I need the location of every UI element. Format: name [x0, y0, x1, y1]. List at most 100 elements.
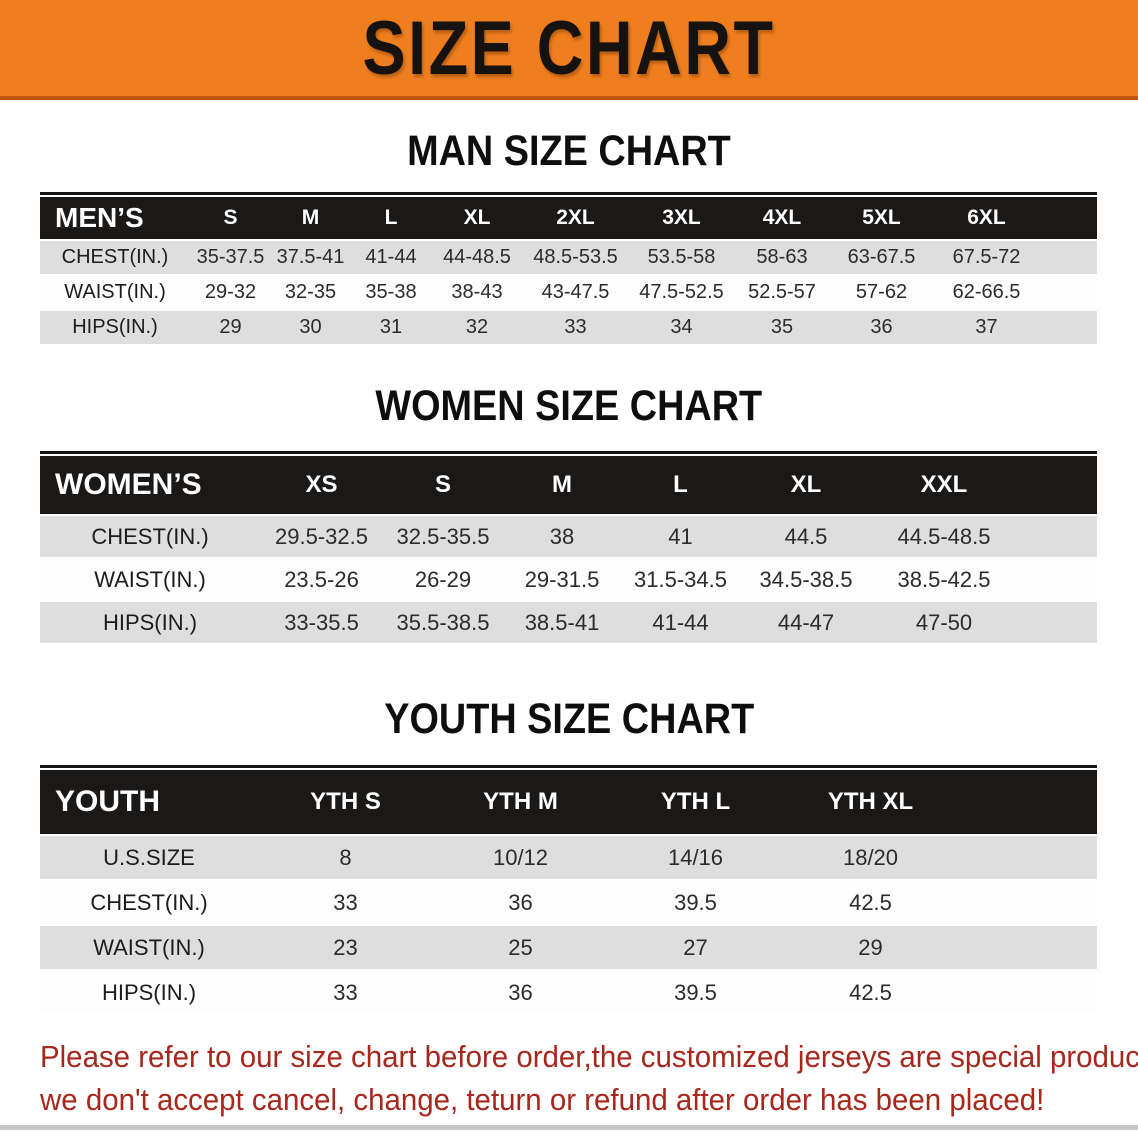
measurement-value: 47-50	[872, 600, 1016, 643]
measurement-label: WAIST(IN.)	[40, 924, 258, 969]
filler-cell	[1040, 239, 1097, 274]
man-size-chart-title-text: MAN SIZE CHART	[407, 127, 731, 175]
measurement-value: 41-44	[350, 239, 432, 274]
measurement-value: 29	[783, 924, 958, 969]
size-header-cell: S	[190, 195, 271, 239]
measurement-value: 41-44	[621, 600, 740, 643]
measurement-value: 33	[258, 969, 433, 1014]
measurement-value: 35-37.5	[190, 239, 271, 274]
disclaimer-line-2: we don't accept cancel, change, teturn o…	[40, 1082, 1045, 1117]
size-chart-banner: SIZE CHART	[0, 0, 1138, 100]
filler-header-cell	[1040, 195, 1097, 239]
measurement-value: 32.5-35.5	[383, 514, 503, 557]
filler-header-cell	[1016, 454, 1097, 514]
table-row: CHEST(IN.) 35-37.5 37.5-41 41-44 44-48.5 48.5…	[40, 239, 1097, 274]
measurement-value: 39.5	[608, 879, 783, 924]
measurement-label: U.S.SIZE	[40, 834, 258, 879]
size-header-cell: YTH L	[608, 768, 783, 834]
youth-size-table: YOUTH YTH S YTH M YTH L YTH XL U.S.SIZE 8 10/12…	[40, 765, 1097, 1014]
table-row: CHEST(IN.) 29.5-32.5 32.5-35.5 38 41 44.5 44.5…	[40, 514, 1097, 557]
measurement-label: CHEST(IN.)	[40, 514, 260, 557]
measurement-value: 26-29	[383, 557, 503, 600]
measurement-value: 29-32	[190, 274, 271, 309]
measurement-value: 38-43	[432, 274, 522, 309]
measurement-value: 18/20	[783, 834, 958, 879]
measurement-label: HIPS(IN.)	[40, 600, 260, 643]
measurement-value: 10/12	[433, 834, 608, 879]
measurement-label: HIPS(IN.)	[40, 969, 258, 1014]
measurement-value: 48.5-53.5	[522, 239, 629, 274]
filler-cell	[1016, 600, 1097, 643]
measurement-value: 57-62	[830, 274, 933, 309]
measurement-value: 8	[258, 834, 433, 879]
table-row: HIPS(IN.) 29 30 31 32 33 34 35 36 37	[40, 309, 1097, 344]
measurement-label: WAIST(IN.)	[40, 274, 190, 309]
measurement-value: 44.5	[740, 514, 872, 557]
measurement-value: 31	[350, 309, 432, 344]
filler-cell	[1016, 557, 1097, 600]
measurement-value: 32	[432, 309, 522, 344]
table-row: WAIST(IN.) 23.5-26 26-29 29-31.5 31.5-34.5 34…	[40, 557, 1097, 600]
measurement-value: 62-66.5	[933, 274, 1040, 309]
measurement-value: 67.5-72	[933, 239, 1040, 274]
measurement-value: 33	[258, 879, 433, 924]
filler-cell	[1040, 274, 1097, 309]
filler-cell	[958, 879, 1097, 924]
table-header-row: YOUTH YTH S YTH M YTH L YTH XL	[40, 768, 1097, 834]
measurement-value: 25	[433, 924, 608, 969]
measurement-value: 58-63	[734, 239, 830, 274]
measurement-value: 36	[433, 969, 608, 1014]
size-header-cell: 4XL	[734, 195, 830, 239]
size-header-cell: 5XL	[830, 195, 933, 239]
measurement-value: 39.5	[608, 969, 783, 1014]
table-corner-label: YOUTH	[40, 768, 258, 834]
filler-cell	[958, 969, 1097, 1014]
measurement-value: 38.5-41	[503, 600, 621, 643]
measurement-value: 37	[933, 309, 1040, 344]
measurement-value: 36	[433, 879, 608, 924]
size-header-cell: XL	[432, 195, 522, 239]
men-size-table: MEN’S S M L XL 2XL 3XL 4XL 5XL 6XL CHEST(IN.) 35-37…	[40, 192, 1097, 344]
measurement-value: 34.5-38.5	[740, 557, 872, 600]
size-header-cell: XL	[740, 454, 872, 514]
women-size-chart-title: WOMEN SIZE CHART	[0, 382, 1138, 430]
women-size-chart-title-text: WOMEN SIZE CHART	[375, 382, 763, 430]
size-header-cell: 3XL	[629, 195, 734, 239]
size-header-cell: 6XL	[933, 195, 1040, 239]
measurement-label: WAIST(IN.)	[40, 557, 260, 600]
measurement-value: 47.5-52.5	[629, 274, 734, 309]
measurement-label: CHEST(IN.)	[40, 879, 258, 924]
measurement-value: 44-47	[740, 600, 872, 643]
measurement-value: 38	[503, 514, 621, 557]
table-header-row: WOMEN’S XS S M L XL XXL	[40, 454, 1097, 514]
filler-cell	[958, 924, 1097, 969]
measurement-value: 41	[621, 514, 740, 557]
measurement-value: 53.5-58	[629, 239, 734, 274]
bottom-strip	[0, 1125, 1138, 1130]
table-row: HIPS(IN.) 33-35.5 35.5-38.5 38.5-41 41-44 44-…	[40, 600, 1097, 643]
filler-cell	[1040, 309, 1097, 344]
filler-cell	[958, 834, 1097, 879]
banner-title: SIZE CHART	[362, 5, 776, 91]
measurement-value: 35	[734, 309, 830, 344]
size-header-cell: YTH XL	[783, 768, 958, 834]
measurement-value: 33-35.5	[260, 600, 383, 643]
measurement-value: 32-35	[271, 274, 350, 309]
table-row: CHEST(IN.) 33 36 39.5 42.5	[40, 879, 1097, 924]
table-row: WAIST(IN.) 29-32 32-35 35-38 38-43 43-47.5 47.…	[40, 274, 1097, 309]
measurement-value: 44.5-48.5	[872, 514, 1016, 557]
measurement-value: 34	[629, 309, 734, 344]
youth-size-chart-title-text: YOUTH SIZE CHART	[383, 695, 754, 743]
measurement-value: 35.5-38.5	[383, 600, 503, 643]
size-header-cell: M	[503, 454, 621, 514]
table-corner-label: WOMEN’S	[40, 454, 260, 514]
disclaimer-line-1: Please refer to our size chart before or…	[40, 1039, 1138, 1074]
measurement-value: 43-47.5	[522, 274, 629, 309]
measurement-value: 33	[522, 309, 629, 344]
size-header-cell: 2XL	[522, 195, 629, 239]
women-size-table: WOMEN’S XS S M L XL XXL CHEST(IN.) 29.5-32.5 32.5…	[40, 451, 1097, 643]
measurement-value: 38.5-42.5	[872, 557, 1016, 600]
measurement-label: HIPS(IN.)	[40, 309, 190, 344]
measurement-value: 52.5-57	[734, 274, 830, 309]
measurement-value: 36	[830, 309, 933, 344]
